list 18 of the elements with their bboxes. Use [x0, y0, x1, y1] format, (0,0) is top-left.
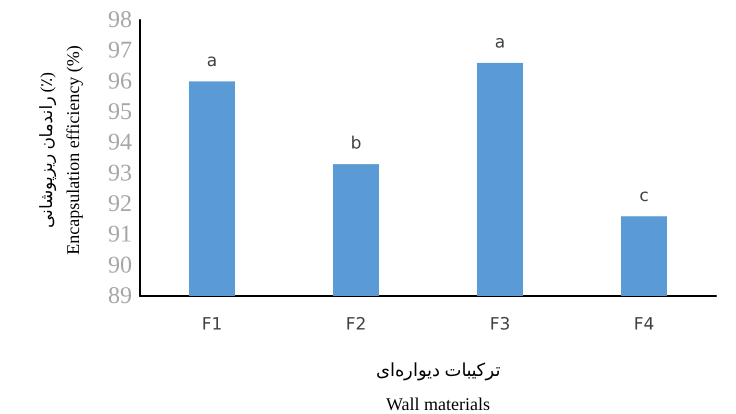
y-tick-label: 97	[108, 38, 132, 64]
y-tick-label: 96	[108, 68, 132, 94]
annotation: c	[639, 186, 649, 206]
annotation: b	[350, 134, 362, 154]
y-tick-label: 94	[108, 130, 132, 156]
annotation: a	[494, 32, 506, 52]
x-tick-label: F4	[634, 314, 654, 334]
x-tick-label: F3	[490, 314, 510, 334]
y-tick-label: 91	[108, 222, 132, 248]
y-tick-label: 89	[108, 283, 132, 309]
y-tick-label: 98	[108, 7, 132, 33]
annotation: a	[206, 50, 218, 71]
y-tick-label: 95	[108, 99, 132, 125]
y-tick-label: 90	[108, 252, 132, 278]
x-tick-label: F1	[202, 314, 222, 334]
y-tick-label: 92	[108, 191, 132, 217]
x-tick-label: F2	[346, 314, 366, 334]
y-tick-label: 93	[108, 160, 132, 186]
